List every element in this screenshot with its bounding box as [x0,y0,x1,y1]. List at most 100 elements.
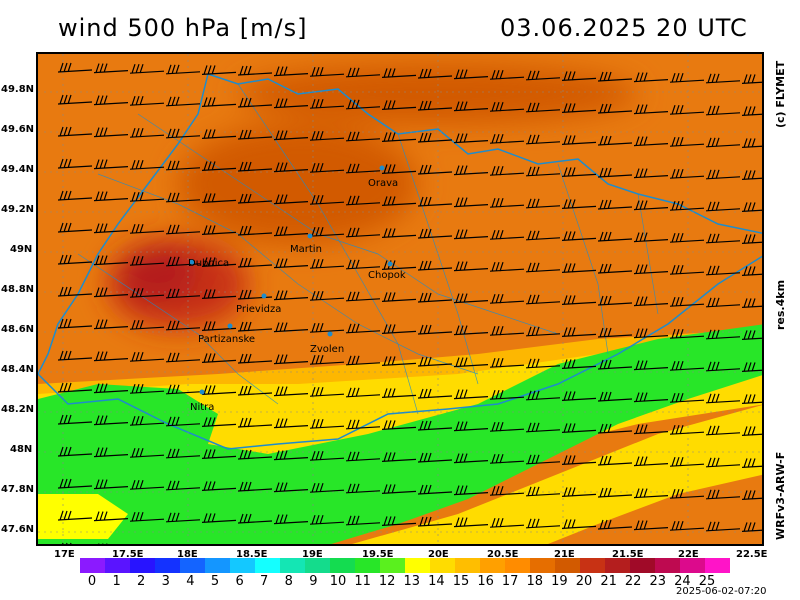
wind-barb [237,481,273,492]
wind-barb [201,321,237,331]
wind-barb [561,167,597,177]
wind-barb [705,73,741,84]
city-label-prievidza: Prievidza [236,304,282,315]
country-borders [38,73,762,450]
color-scale-label: 16 [477,574,494,589]
wind-barb [597,103,633,114]
wind-barb [561,231,597,241]
wind-barb [453,69,489,80]
wind-barb [345,163,381,174]
wind-barb [273,98,309,109]
wind-barb [525,70,561,81]
wind-barb [57,318,93,329]
wind-barb [237,513,273,524]
wind-barb [345,451,381,462]
lat-label: 49.6N [1,124,35,135]
lat-label: 49.2N [1,204,35,215]
lat-label: 47.6N [1,524,35,535]
lon-label: 18.5E [236,549,268,560]
wind-barb [165,224,201,235]
wind-barb [417,68,453,79]
model-label: WRFv3-ARW-F [774,451,787,540]
lat-label: 47.8N [1,484,35,495]
wind-barb [633,136,669,147]
wind-barb [165,288,201,299]
color-scale-cell [205,558,230,573]
wind-barb [93,191,129,202]
color-scale-label: 20 [575,574,593,589]
wind-barb [561,455,597,465]
generation-timestamp: 2025-06-02-07:20 [676,586,767,597]
wind-barb [381,452,417,462]
city-label-martin: Martin [290,244,322,255]
wind-barb [741,266,762,276]
wind-barb [273,258,309,269]
wind-barb [309,195,345,205]
wind-barb [597,391,633,402]
wind-barb [273,354,309,365]
wind-barb [165,64,201,75]
wind-barb [633,72,669,83]
color-scale-cell [305,558,330,573]
wind-barb [309,259,345,269]
city-label-partizanske: Partizanske [198,334,256,345]
wind-barb [417,484,453,495]
wind-barb [453,293,489,304]
wind-barb [165,320,201,331]
wind-barb [345,131,381,142]
wind-barb [309,131,345,141]
wind-barb [597,423,633,434]
wind-barb [525,198,561,209]
speed-21-area [118,246,198,302]
wind-barb [669,73,705,83]
color-scale-cell [605,558,630,573]
wind-barb [237,289,273,300]
wind-barb [561,327,597,337]
wind-barb [525,230,561,241]
wind-barb [633,328,669,339]
wind-barb [525,518,561,529]
wind-barb [273,514,309,525]
wind-barb [309,355,345,365]
wind-barb [705,265,741,276]
lat-label: 49.8N [1,84,35,95]
wind-barb [201,385,237,395]
wind-barb [309,291,345,301]
lat-label: 48N [10,444,33,455]
wind-barb [669,329,705,339]
wind-barb [93,351,129,362]
wind-barb [93,511,129,522]
color-scale-cell [180,558,205,573]
color-scale-cell [580,558,605,573]
wind-barb [489,518,525,528]
city-marker [261,293,267,299]
city-marker [327,331,333,337]
lon-label: 21E [554,549,575,560]
wind-barb [417,132,453,143]
wind-barb [453,389,489,400]
color-scale-label: 2 [137,574,146,589]
wind-barb [453,101,489,112]
wind-barb [309,419,345,429]
wind-barb [561,199,597,209]
wind-barb [381,484,417,494]
wind-barb [453,453,489,464]
wind-barb [93,255,129,266]
wind-barb [345,323,381,334]
color-scale-cell [680,558,705,573]
wind-barb [273,130,309,141]
wind-barb [489,102,525,112]
wind-barb [417,420,453,431]
wind-barb [166,545,200,546]
wind-barb [93,415,129,426]
wind-barb [417,228,453,239]
wind-barb [57,478,93,489]
wind-barb [165,448,201,459]
wind-barb [741,106,762,116]
wind-barb [741,170,762,180]
color-scale-cell [430,558,455,573]
wind-barb [597,231,633,242]
wind-barb [561,135,597,145]
wind-barb [57,222,93,233]
wind-barb [237,257,273,268]
